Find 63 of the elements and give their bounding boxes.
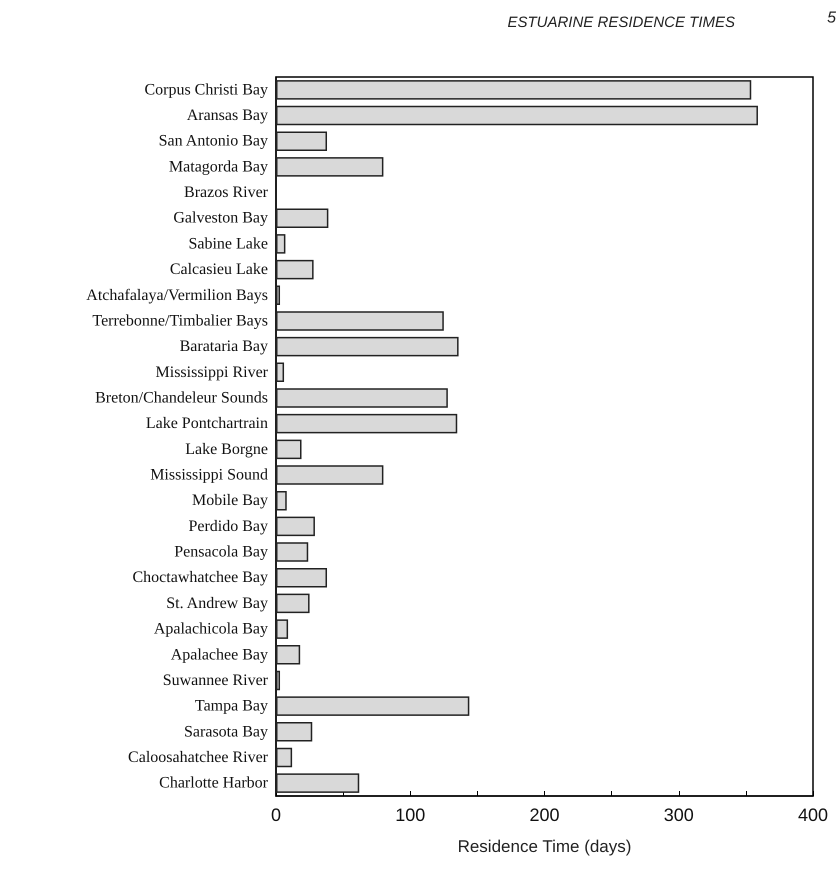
x-tick-label: 200	[529, 805, 560, 825]
y-tick-label: Aransas Bay	[186, 107, 268, 124]
y-tick-label: St. Andrew Bay	[166, 594, 268, 612]
bar	[276, 748, 292, 768]
y-tick-label: Corpus Christi Bay	[144, 81, 268, 98]
y-tick-label: Lake Borgne	[185, 440, 268, 458]
bar	[276, 696, 470, 716]
bar	[276, 594, 310, 614]
y-tick-label: Sabine Lake	[188, 235, 268, 252]
y-tick-label: Galveston Bay	[173, 210, 268, 227]
y-tick-label: Atchafalaya/Vermilion Bays	[86, 286, 268, 304]
y-tick-label: Matagorda Bay	[168, 158, 268, 176]
y-tick-label: Tampa Bay	[194, 698, 268, 715]
y-tick-label: Barataria Bay	[180, 338, 268, 356]
bar	[276, 670, 280, 690]
y-tick-label: Terrebonne/Timbalier Bays	[92, 312, 268, 330]
y-tick-label: Mobile Bay	[192, 492, 268, 510]
y-tick-label: Mississippi River	[156, 364, 269, 381]
bar	[276, 773, 360, 793]
y-tick-label: Brazos River	[184, 184, 269, 202]
y-tick-label: Pensacola Bay	[174, 544, 268, 561]
bar	[276, 568, 328, 588]
bar	[276, 286, 280, 306]
y-tick-label: Lake Pontchartrain	[146, 415, 268, 432]
bar	[276, 260, 314, 280]
x-tick-label: 400	[798, 805, 828, 825]
bar	[276, 388, 448, 408]
bar	[276, 414, 458, 434]
bar	[276, 208, 328, 228]
y-tick-label: Choctawhatchee Bay	[132, 569, 268, 586]
y-tick-label: Breton/Chandeleur Sounds	[95, 389, 268, 406]
bar	[276, 362, 284, 382]
y-tick-label: Apalachicola Bay	[154, 620, 268, 638]
y-tick-label: Caloosahatchee River	[128, 748, 269, 766]
bar	[276, 157, 384, 177]
bar	[276, 311, 444, 331]
x-tick-label: 100	[395, 805, 426, 825]
bar	[276, 234, 286, 254]
bar	[276, 619, 288, 639]
bar	[276, 542, 308, 562]
bar	[276, 516, 315, 536]
bar	[276, 645, 300, 665]
bar	[276, 131, 328, 151]
y-tick-label: Perdido Bay	[188, 518, 268, 535]
bar	[276, 336, 459, 356]
bar	[276, 722, 312, 742]
bar	[276, 490, 287, 510]
bar	[276, 440, 302, 460]
x-axis-title: Residence Time (days)	[458, 837, 632, 856]
bar	[276, 80, 752, 100]
y-tick-label: Apalachee Bay	[170, 646, 268, 664]
bar	[276, 106, 758, 126]
text: 5	[827, 10, 836, 26]
y-tick-label: San Antonio Bay	[158, 132, 268, 150]
y-tick-label: Calcasieu Lake	[170, 261, 268, 278]
x-tick-label: 0	[270, 805, 282, 825]
bar	[276, 465, 384, 485]
chart-title: ESTUARINE RESIDENCE TIMES	[507, 14, 736, 31]
y-tick-label: Sarasota Bay	[184, 723, 268, 740]
x-tick-label: 300	[664, 805, 694, 825]
y-tick-label: Suwannee River	[162, 672, 269, 689]
y-tick-label: Charlotte Harbor	[159, 774, 269, 792]
y-tick-label: Mississippi Sound	[150, 466, 268, 484]
